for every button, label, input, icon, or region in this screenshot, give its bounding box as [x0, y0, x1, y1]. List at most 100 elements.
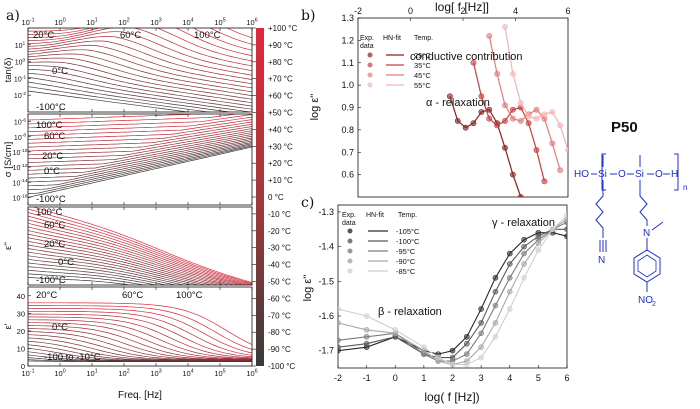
ytick-label-c: -1.4 [318, 242, 334, 252]
legend-header-c: Temp. [398, 212, 417, 219]
atom-h: H [671, 169, 678, 180]
annotation-tan-delta-2: 100°C [194, 30, 221, 41]
point-b-35°C [478, 93, 485, 100]
point-c--100°C [564, 226, 567, 233]
curve-tan-delta--50 [28, 68, 252, 107]
top-xtick-label: 10-1 [21, 18, 34, 27]
point-b-25°C [502, 144, 508, 151]
point-c--105°C [506, 250, 513, 257]
curve-tan-delta--30 [28, 61, 252, 100]
curve-eps2--40 [28, 255, 193, 285]
top-xtick-label: 102 [118, 18, 129, 27]
ylabel-tan-delta: tan(δ) [3, 58, 14, 83]
point-c--85°C [506, 306, 513, 312]
legend-label-c: -90°C [396, 257, 416, 266]
curve-eps2-10 [28, 237, 226, 285]
curve-tan-delta--60 [28, 72, 252, 110]
ytick-label-c: -1.6 [318, 311, 334, 321]
annotation-eps2-2: 20°C [44, 239, 65, 250]
point-c--85°C [464, 361, 470, 368]
bottom-xtick-label: 102 [118, 369, 129, 378]
annotation-sigma-2: 20°C [42, 151, 63, 162]
curve-eps1-100 [28, 302, 252, 345]
curve-eps1-80 [28, 308, 252, 354]
colorbar-label: -80 °C [268, 328, 291, 337]
subplot-eps2: ε'' [3, 206, 253, 286]
ytick-label-sigma: 10-14 [13, 178, 28, 187]
subplot-eps1: ε' 0 10 20 30 40 [3, 286, 253, 371]
point-b-45°C [494, 71, 501, 77]
curve-eps2--100 [28, 277, 133, 285]
bottom-xtick-label: 105 [214, 369, 225, 378]
atom-o-2: O [655, 169, 663, 180]
curve-sigma--90 [28, 145, 252, 194]
curve-sigma--30 [28, 137, 252, 171]
legend-label-c: -100°C [396, 237, 420, 246]
point-c--90°C [478, 344, 484, 350]
point-c--90°C [492, 320, 499, 326]
curves-eps1 [28, 302, 252, 362]
point-b-35°C [541, 178, 548, 185]
ytick-label-b: 0.9 [341, 103, 354, 113]
xtick-label-c: -2 [334, 373, 342, 383]
frame-tan-delta [27, 27, 253, 113]
legend-header-c: Exp. [342, 212, 356, 219]
point-c--85°C [363, 313, 370, 319]
point-b-25°C [454, 118, 461, 124]
curve-eps2--30 [28, 251, 200, 285]
colorbar-label: -100 °C [268, 362, 295, 371]
curve-sigma-80 [28, 114, 252, 129]
curve-eps2-50 [28, 222, 245, 285]
subplot-tan-delta: tan(δ)10-2 10-1 100 101 [3, 27, 253, 113]
point-b-45°C [502, 102, 508, 109]
annotation-tan-delta-1: 60°C [120, 30, 141, 41]
legend-header-b: Exp. [360, 35, 374, 42]
frame-sigma [27, 113, 253, 206]
ylabel-eps2: ε'' [3, 242, 14, 250]
ytick-label-c: -1.5 [318, 276, 334, 286]
series-line-c--95°C [338, 221, 567, 362]
point-b-55°C [565, 147, 568, 153]
bottom-xtick-label: 103 [150, 369, 161, 378]
point-c--105°C [492, 275, 499, 281]
curves-tan-delta [28, 28, 252, 112]
curve-eps1-30 [28, 322, 252, 360]
curve-tan-delta--40 [28, 65, 252, 104]
xtick-label-c: 5 [536, 373, 541, 383]
point-c--105°C [478, 306, 484, 312]
curve-eps2-30 [28, 230, 236, 285]
point-b-55°C [549, 109, 556, 115]
curves-sigma [28, 114, 252, 198]
annotation-eps1-3: 0°C [52, 322, 68, 333]
curve-eps1-10 [28, 328, 252, 360]
curve-sigma--20 [28, 135, 252, 167]
curve-sigma-10 [28, 130, 252, 156]
legend-marker-b [367, 62, 373, 68]
top-xtick-label: 103 [150, 18, 161, 27]
legend-label-b: 25°C [414, 51, 431, 60]
frame-eps1 [27, 286, 253, 367]
subplot-sigma: σ [S/cm] 10-16 10-14 10-12 10-10 10-8 10-6 [3, 113, 253, 206]
top-xtick-label: 100 [54, 18, 65, 27]
colorbar-label: -10 °C [268, 210, 291, 219]
legend-label-c: -105°C [396, 227, 420, 236]
point-c--85°C [564, 212, 567, 219]
xtick-label-c: 2 [450, 373, 455, 383]
legend-marker-b [367, 72, 373, 78]
point-c--105°C [564, 233, 567, 240]
panel-c: -2 -1 0 1 2 3 4 5 6 -1.3 -1.4 -1.5 -1.6 -1.7 log( f [H… [302, 204, 570, 404]
ytick-label-eps1: 40 [17, 292, 25, 301]
legend-header-b: HN-fit [383, 35, 401, 42]
point-c--100°C [338, 344, 341, 350]
curve-eps2--50 [28, 258, 186, 285]
colorbar-label: -30 °C [268, 244, 291, 253]
bottom-xtick-label: 101 [86, 369, 97, 378]
colorbar-label: 0 °C [268, 193, 284, 202]
curve-tan-delta-90 [28, 28, 252, 45]
point-c--105°C [464, 333, 470, 340]
point-b-25°C [470, 120, 477, 127]
point-c--90°C [521, 261, 527, 267]
annotation-eps1-0: 20°C [36, 290, 57, 301]
series-line-b-55°C [504, 26, 568, 151]
